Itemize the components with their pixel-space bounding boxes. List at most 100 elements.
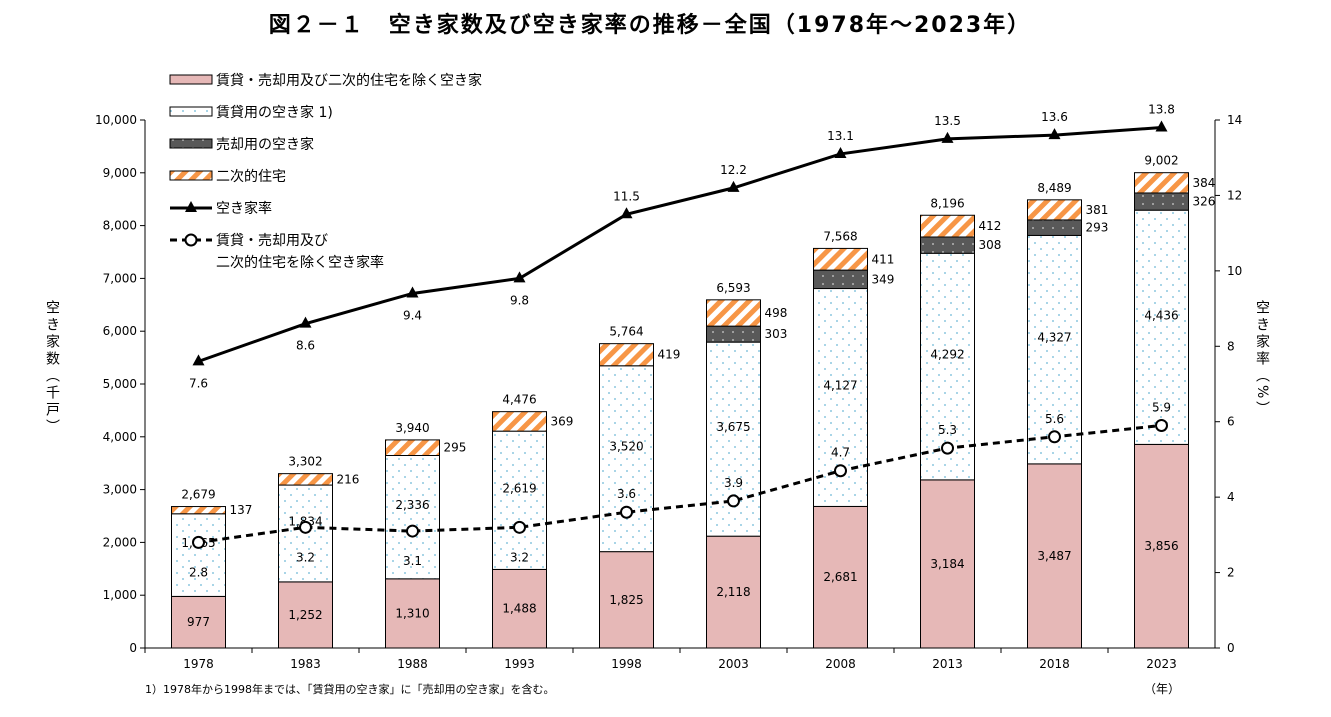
bar-value-label: 381 — [1086, 203, 1109, 217]
bar-segment — [1134, 192, 1189, 211]
triangle-marker — [620, 207, 633, 219]
y2-tick-label: 2 — [1227, 566, 1235, 580]
x-tick-label: 2003 — [718, 657, 749, 671]
bar-total-label: 3,940 — [395, 421, 429, 435]
y-tick-label: 4,000 — [103, 430, 137, 444]
rate-label: 3.6 — [617, 487, 636, 501]
x-tick-label: 2008 — [825, 657, 856, 671]
y-tick-label: 6,000 — [103, 324, 137, 338]
bar-total-label: 4,476 — [502, 393, 536, 407]
bar-value-label: 3,520 — [609, 440, 643, 454]
bar-total-label: 5,764 — [609, 325, 643, 339]
bar-value-label: 2,619 — [502, 481, 536, 495]
bar-segment — [171, 513, 226, 597]
triangle-marker — [1155, 120, 1168, 132]
bar-value-label: 2,336 — [395, 498, 429, 512]
x-axis-label: （年） — [1144, 682, 1180, 696]
bar-segment — [920, 236, 975, 254]
bar-value-label: 349 — [872, 272, 895, 286]
y-tick-label: 8,000 — [103, 219, 137, 233]
bar-segment — [813, 269, 868, 290]
bar-value-label: 326 — [1193, 195, 1216, 209]
bar-value-label: 2,118 — [716, 585, 750, 599]
bar-value-label: 1,252 — [288, 608, 322, 622]
y2-axis-title: 空き家率（%） — [1254, 300, 1270, 418]
circle-marker — [941, 441, 954, 455]
bar-segment — [171, 506, 226, 515]
rate-label: 3.2 — [510, 550, 529, 564]
y-tick-label: 3,000 — [103, 483, 137, 497]
rate-label: 4.7 — [831, 446, 850, 460]
legend-circle-marker — [184, 233, 198, 247]
rate-label: 13.8 — [1148, 103, 1175, 117]
bar-segment — [1134, 443, 1189, 649]
vacancy-rate-line — [198, 126, 1162, 363]
bar-segment — [920, 479, 975, 649]
bar-value-label: 412 — [979, 219, 1002, 233]
circle-marker — [834, 464, 847, 478]
bar-value-label: 411 — [872, 252, 895, 266]
triangle-marker — [513, 271, 526, 283]
legend-label: 二次的住宅 — [216, 169, 286, 185]
triangle-marker — [192, 354, 205, 366]
bar-segment — [599, 551, 654, 649]
y2-tick-label: 14 — [1227, 113, 1242, 127]
lines: 7.6 8.6 9.4 9.8 11.5 12.2 13.1 13.5 13.6 13.8 2.8 3… — [189, 103, 1175, 580]
bar-value-label: 303 — [765, 327, 788, 341]
bar-segment — [706, 535, 761, 649]
bar-total-label: 9,002 — [1144, 154, 1178, 168]
triangle-marker — [941, 131, 954, 143]
legend-label: 賃貸用の空き家 1) — [216, 104, 333, 121]
x-tick-label: 1978 — [183, 657, 214, 671]
y2-tick-label: 6 — [1227, 415, 1235, 429]
circle-marker — [1155, 418, 1168, 432]
legend-label: 売却用の空き家 — [216, 136, 314, 153]
bar-value-label: 216 — [337, 472, 360, 486]
triangle-marker — [727, 180, 740, 192]
bar-segment — [492, 568, 547, 649]
bar-segment — [706, 325, 761, 343]
bar-value-label: 137 — [230, 503, 253, 517]
x-tick-label: 2013 — [932, 657, 963, 671]
x-tick-label: 1998 — [611, 657, 642, 671]
bar-value-label: 1,310 — [395, 606, 429, 620]
x-tick-label: 1983 — [290, 657, 321, 671]
bar-value-label: 3,675 — [716, 420, 750, 434]
rate-label: 5.3 — [938, 423, 957, 437]
bar-segment — [492, 411, 547, 432]
y-tick-label: 2,000 — [103, 535, 137, 549]
bar-segment — [385, 454, 440, 580]
bar-segment — [1027, 199, 1082, 221]
legend-triangle-marker — [185, 201, 197, 212]
circle-marker — [513, 520, 526, 534]
bar-segment — [385, 578, 440, 649]
x-tick-label: 2018 — [1039, 657, 1070, 671]
bar-segment — [1027, 219, 1082, 236]
bar-segment — [706, 299, 761, 327]
triangle-marker — [406, 286, 419, 298]
rate-label: 3.1 — [403, 554, 422, 568]
legend-label: 賃貸・売却用及び — [216, 233, 328, 249]
legend-label: 二次的住宅を除く空き家率 — [216, 254, 384, 271]
rate-label: 9.8 — [510, 293, 529, 307]
y2-tick-label: 4 — [1227, 490, 1235, 504]
rate-label: 5.6 — [1045, 412, 1064, 426]
chart-title: 図２－１ 空き家数及び空き家率の推移－全国（1978年～2023年） — [269, 12, 1031, 38]
y2-tick-label: 0 — [1227, 641, 1235, 655]
bar-value-label: 1,825 — [609, 593, 643, 607]
rate-label: 8.6 — [296, 339, 315, 353]
bar-segment — [278, 581, 333, 649]
rate-label: 3.2 — [296, 550, 315, 564]
y-tick-label: 0 — [129, 641, 137, 655]
bar-segment — [385, 439, 440, 456]
bar-segment — [278, 473, 333, 486]
bar-value-label: 4,292 — [930, 348, 964, 362]
bar-value-label: 3,184 — [930, 557, 964, 571]
excluded-rate-line — [198, 423, 1162, 544]
rate-label: 13.1 — [827, 129, 854, 143]
x-tick-label: 2023 — [1146, 657, 1177, 671]
rate-label: 13.5 — [934, 114, 961, 128]
triangle-marker — [1048, 128, 1061, 140]
triangle-marker — [834, 146, 847, 158]
